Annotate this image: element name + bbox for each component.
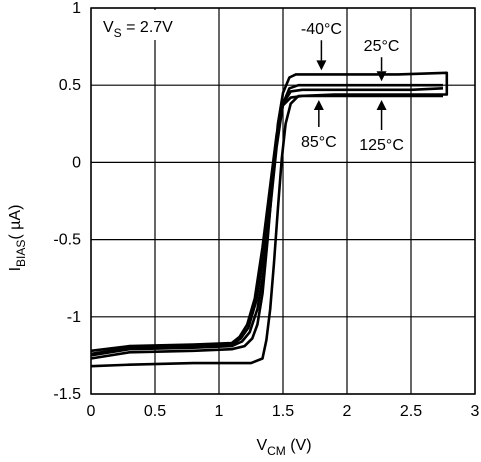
annotation-label: 85°C [301, 134, 337, 151]
series-line [90, 83, 443, 357]
y-tick-label: -1.5 [53, 386, 81, 403]
series-line [90, 94, 443, 353]
annotation-arrow-head [376, 71, 387, 82]
y-tick-label: -1 [67, 309, 81, 326]
plot-frame [90, 7, 476, 395]
tick-labels: 0 0.5 1 1.5 2 2.5 3 1 0.5 0 -0.5 -1 -1.5 [53, 0, 479, 420]
x-tick-label: 1 [215, 403, 224, 420]
data-curves [90, 10, 449, 368]
x-axis-label: VCM (V) [256, 437, 311, 458]
x-tick-label: 3 [471, 403, 480, 420]
x-tick-label: 0 [87, 403, 96, 420]
y-tick-label: -0.5 [53, 232, 81, 249]
series-line [90, 71, 449, 368]
annotation-arrow-head [376, 100, 387, 111]
y-tick-label: 1 [72, 0, 81, 17]
conditions-label: VS = 2.7V [103, 19, 173, 40]
annotation-label: 125°C [359, 137, 404, 154]
x-tick-label: 0.5 [144, 403, 166, 420]
series-line [90, 87, 444, 356]
annotation-arrow-head [313, 100, 324, 111]
x-tick-label: 1.5 [272, 403, 294, 420]
x-tick-label: 2 [343, 403, 352, 420]
annotation-arrows: -40°C 25°C 85°C 125°C [301, 21, 404, 154]
x-tick-label: 2.5 [400, 403, 422, 420]
y-tick-label: 0.5 [59, 77, 81, 94]
y-tick-label: 0 [72, 154, 81, 171]
conditions-label-background [99, 10, 200, 40]
annotation-label: 25°C [364, 38, 400, 55]
y-axis-label: IBIAS( µA) [7, 205, 28, 272]
annotation-label: -40°C [301, 21, 342, 38]
plot-grid [90, 7, 476, 395]
annotation-arrow-head [316, 60, 327, 71]
